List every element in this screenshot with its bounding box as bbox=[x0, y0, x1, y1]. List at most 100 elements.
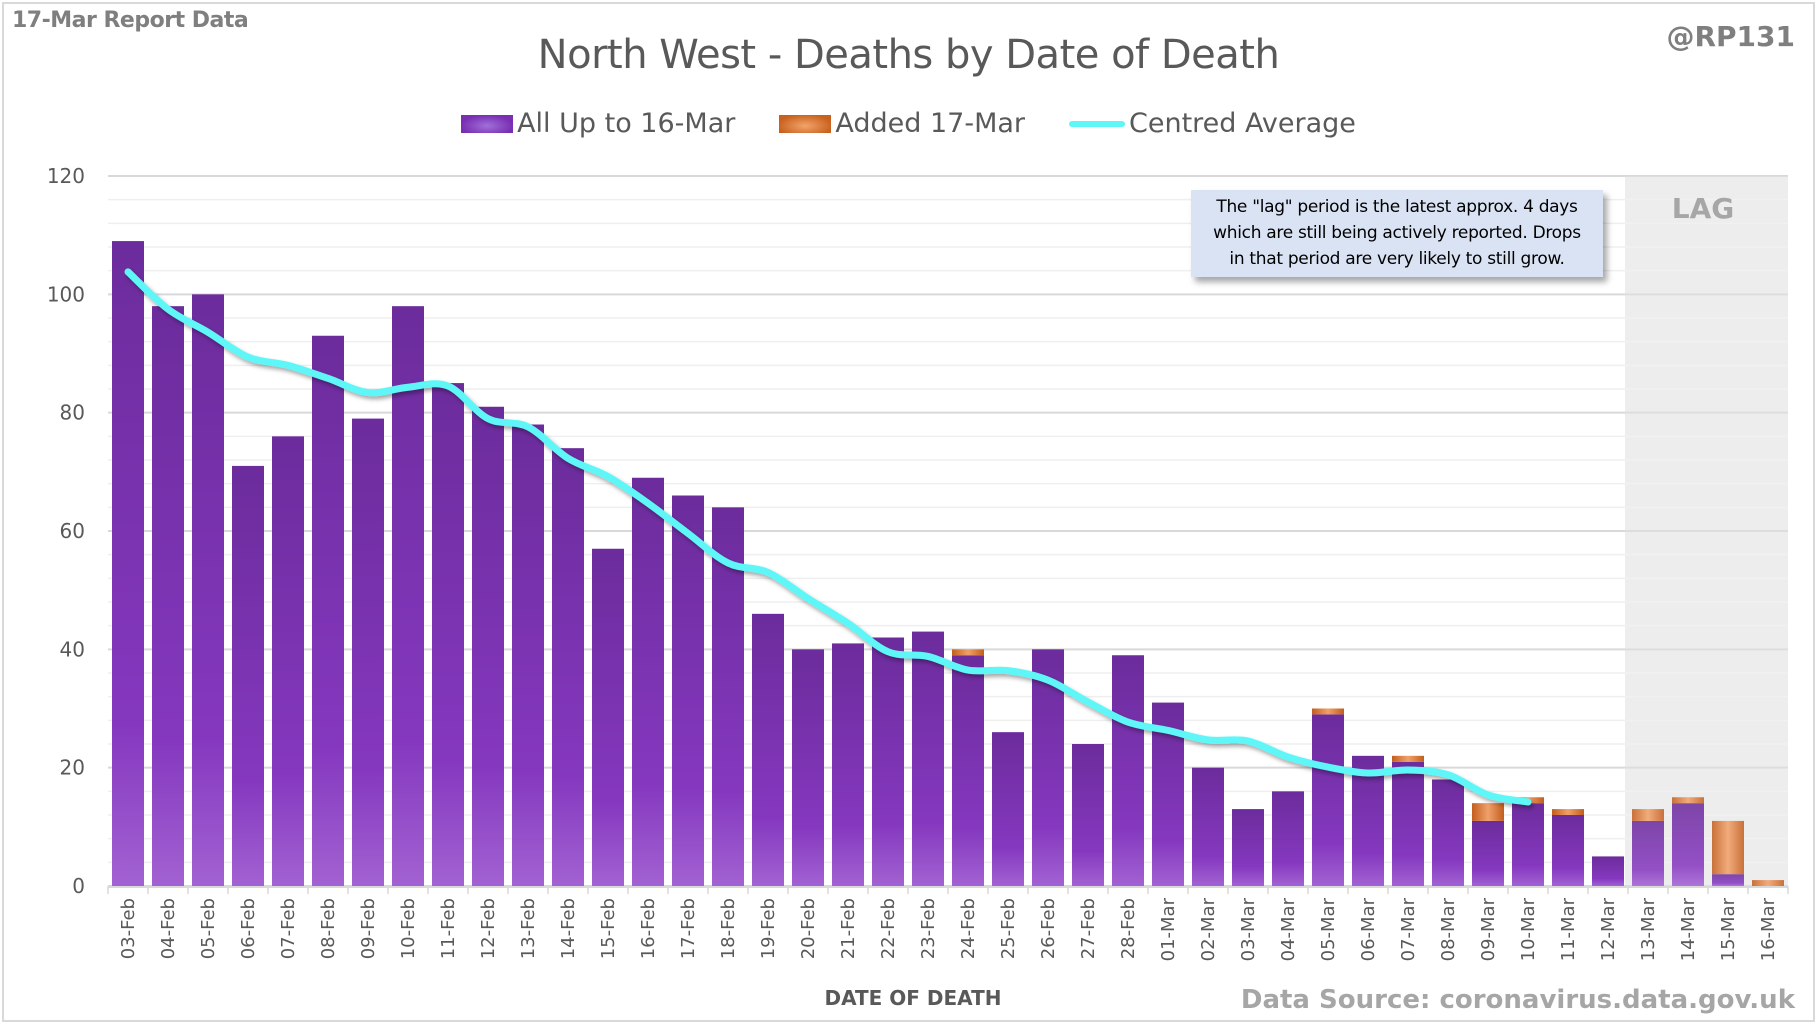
x-tick-label: 21-Feb bbox=[838, 898, 859, 959]
bar-added bbox=[1632, 809, 1664, 821]
bar-added bbox=[1672, 797, 1704, 804]
x-tick-label: 04-Mar bbox=[1278, 897, 1299, 961]
lag-label: LAG bbox=[1672, 192, 1735, 225]
bar-all-up-to bbox=[1072, 744, 1104, 886]
bar-all-up-to bbox=[112, 241, 144, 887]
x-tick-label: 23-Feb bbox=[918, 898, 939, 959]
bar-all-up-to bbox=[312, 335, 344, 886]
x-tick-label: 10-Feb bbox=[398, 898, 419, 959]
bar-all-up-to bbox=[792, 649, 824, 886]
bar-all-up-to bbox=[632, 477, 664, 886]
bar-all-up-to bbox=[1312, 714, 1344, 886]
annotation-line: in that period are very likely to still … bbox=[1229, 249, 1565, 269]
bar-all-up-to bbox=[912, 631, 944, 886]
x-tick-label: 11-Feb bbox=[438, 898, 459, 959]
x-tick-label: 20-Feb bbox=[798, 898, 819, 959]
y-tick-label: 0 bbox=[72, 874, 85, 898]
legend-item-average: Centred Average bbox=[1069, 108, 1356, 139]
legend-swatch-orange bbox=[779, 114, 832, 133]
legend-item-all-up-to: All Up to 16-Mar bbox=[461, 108, 735, 139]
bar-added bbox=[1712, 820, 1744, 875]
x-tick-label: 17-Feb bbox=[678, 898, 699, 959]
y-tick-label: 80 bbox=[60, 401, 85, 425]
x-tick-label: 04-Feb bbox=[158, 898, 179, 959]
x-tick-label: 14-Feb bbox=[558, 898, 579, 959]
x-tick-label: 09-Mar bbox=[1478, 897, 1499, 961]
bar-all-up-to bbox=[1592, 856, 1624, 886]
bar-all-up-to bbox=[472, 406, 504, 886]
x-tick-label: 10-Mar bbox=[1518, 897, 1539, 961]
bar-added bbox=[1472, 803, 1504, 821]
bar-all-up-to bbox=[1472, 820, 1504, 886]
bar-all-up-to bbox=[1192, 767, 1224, 886]
x-tick-label: 06-Feb bbox=[238, 898, 259, 959]
x-tick-label: 16-Mar bbox=[1758, 897, 1779, 961]
legend: All Up to 16-Mar Added 17-Mar Centred Av… bbox=[0, 108, 1817, 139]
bar-all-up-to bbox=[672, 495, 704, 886]
bar-all-up-to bbox=[992, 732, 1024, 886]
x-tick-label: 07-Mar bbox=[1398, 897, 1419, 961]
bar-all-up-to bbox=[1512, 803, 1544, 886]
y-tick-label: 40 bbox=[60, 637, 85, 661]
bar-all-up-to bbox=[352, 418, 384, 886]
x-tick-label: 27-Feb bbox=[1078, 898, 1099, 959]
bar-all-up-to bbox=[152, 306, 184, 887]
x-tick-label: 15-Mar bbox=[1718, 897, 1739, 961]
bar-all-up-to bbox=[1392, 761, 1424, 886]
annotation-line: The "lag" period is the latest approx. 4… bbox=[1216, 197, 1578, 217]
bar-all-up-to bbox=[872, 637, 904, 886]
bar-all-up-to bbox=[752, 613, 784, 886]
bar-added bbox=[1552, 809, 1584, 815]
report-date-note: 17-Mar Report Data bbox=[12, 8, 249, 33]
x-tick-label: 07-Feb bbox=[278, 898, 299, 959]
x-tick-label: 24-Feb bbox=[958, 898, 979, 959]
bar-all-up-to bbox=[832, 643, 864, 886]
x-tick-label: 15-Feb bbox=[598, 898, 619, 959]
bar-all-up-to bbox=[392, 306, 424, 887]
centred-average-line bbox=[124, 268, 1532, 806]
lag-overlay bbox=[1625, 176, 1788, 886]
bar-all-up-to bbox=[1272, 791, 1304, 886]
bar-all-up-to bbox=[192, 294, 224, 886]
data-source: Data Source: coronavirus.data.gov.uk bbox=[1241, 985, 1796, 1015]
x-tick-label: 03-Feb bbox=[118, 898, 139, 959]
bar-all-up-to bbox=[512, 424, 544, 886]
x-tick-label: 19-Feb bbox=[758, 898, 779, 959]
bar-all-up-to bbox=[1232, 809, 1264, 886]
x-tick-label: 09-Feb bbox=[358, 898, 379, 959]
y-tick-label: 100 bbox=[47, 282, 85, 306]
x-tick-label: 06-Mar bbox=[1358, 897, 1379, 961]
x-tick-label: 12-Mar bbox=[1598, 897, 1619, 961]
bar-added bbox=[952, 649, 984, 656]
y-tick-label: 120 bbox=[47, 164, 85, 188]
x-tick-label: 16-Feb bbox=[638, 898, 659, 959]
bar-all-up-to bbox=[1112, 655, 1144, 886]
legend-label: Centred Average bbox=[1129, 108, 1356, 139]
legend-label: All Up to 16-Mar bbox=[517, 108, 736, 139]
bar-added bbox=[1312, 708, 1344, 715]
legend-label: Added 17-Mar bbox=[835, 108, 1026, 139]
bar-all-up-to bbox=[952, 655, 984, 886]
x-tick-label: 14-Mar bbox=[1678, 897, 1699, 961]
x-tick-label: 08-Feb bbox=[318, 898, 339, 959]
bar-all-up-to bbox=[1432, 779, 1464, 886]
bar-all-up-to bbox=[592, 548, 624, 886]
x-tick-label: 28-Feb bbox=[1118, 898, 1139, 959]
bar-all-up-to bbox=[272, 436, 304, 886]
legend-item-added: Added 17-Mar bbox=[779, 108, 1025, 139]
bar-added bbox=[1752, 880, 1784, 886]
chart-title: North West - Deaths by Date of Death bbox=[537, 32, 1280, 78]
lag-annotation-box: The "lag" period is the latest approx. 4… bbox=[1191, 190, 1603, 277]
bar-all-up-to bbox=[712, 507, 744, 886]
bar-all-up-to bbox=[1552, 815, 1584, 886]
x-tick-label: 11-Mar bbox=[1558, 897, 1579, 961]
x-tick-label: 13-Mar bbox=[1638, 897, 1659, 961]
legend-swatch-purple bbox=[461, 114, 514, 133]
bar-added bbox=[1392, 755, 1424, 762]
bar-all-up-to bbox=[552, 448, 584, 886]
x-tick-label: 22-Feb bbox=[878, 898, 899, 959]
x-tick-label: 05-Mar bbox=[1318, 897, 1339, 961]
bar-all-up-to bbox=[232, 465, 264, 886]
legend-swatch-line bbox=[1069, 120, 1126, 127]
